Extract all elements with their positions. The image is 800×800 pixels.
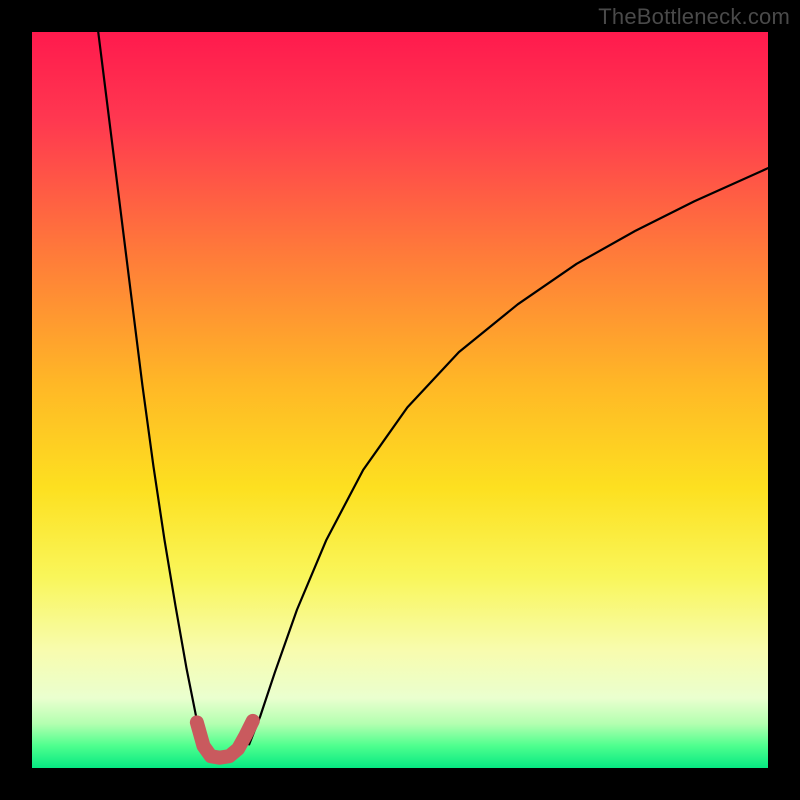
- gradient-background: [32, 32, 768, 768]
- bottleneck-curve-plot: [0, 0, 800, 800]
- figure-root: TheBottleneck.com: [0, 0, 800, 800]
- watermark-text: TheBottleneck.com: [598, 4, 790, 30]
